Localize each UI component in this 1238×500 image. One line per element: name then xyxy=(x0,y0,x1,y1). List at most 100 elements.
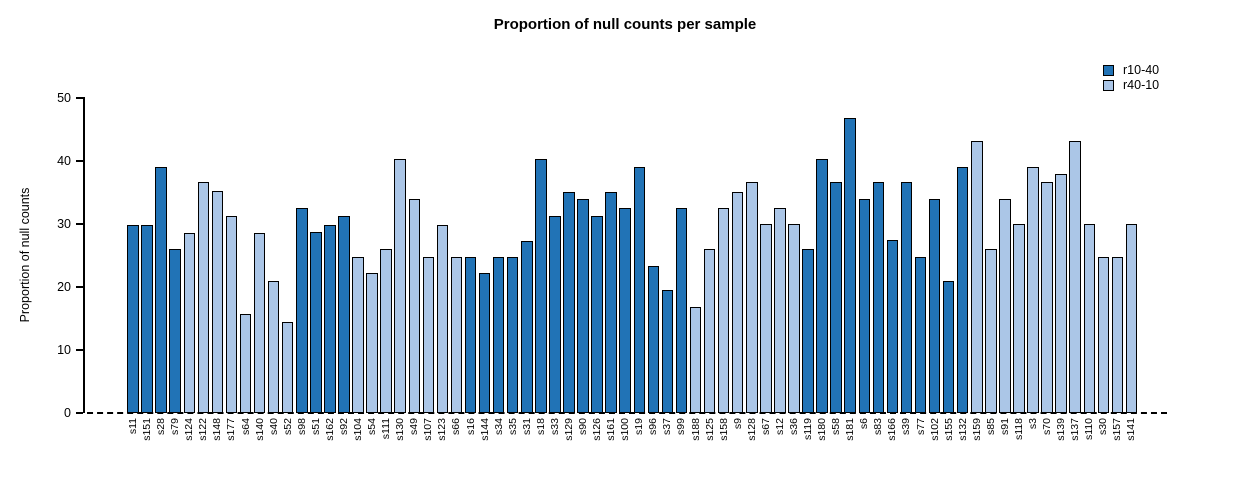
bar-s34 xyxy=(492,257,505,413)
bar-cell xyxy=(857,98,871,413)
bar-s128 xyxy=(746,182,758,413)
x-label-cell: s188 xyxy=(689,418,703,441)
bar-s155 xyxy=(942,280,955,413)
bar-cell xyxy=(351,98,365,413)
bar-s188 xyxy=(689,306,702,413)
x-label-cell: s141 xyxy=(1124,418,1138,441)
y-tick-label: 0 xyxy=(64,406,71,420)
x-axis-label: s18 xyxy=(534,418,547,435)
x-axis-label: s6 xyxy=(858,418,871,430)
bar-cell xyxy=(815,98,829,413)
x-axis-label: s140 xyxy=(253,418,266,441)
bar-s18 xyxy=(535,159,547,413)
bar-cell xyxy=(646,98,660,413)
chart-title: Proportion of null counts per sample xyxy=(493,16,757,33)
bar-s30 xyxy=(1097,256,1110,413)
x-axis-label: s40 xyxy=(267,418,280,435)
x-axis-label: s35 xyxy=(506,418,519,435)
zero-baseline-dashed-line xyxy=(77,411,1167,414)
x-axis-label: s66 xyxy=(450,418,463,435)
x-axis-label: s162 xyxy=(323,418,336,441)
bar-s144 xyxy=(478,273,491,413)
bar-cell xyxy=(267,98,281,413)
x-axis-label: s155 xyxy=(942,418,955,441)
bar-s36 xyxy=(788,224,800,413)
x-label-cell: s148 xyxy=(210,418,224,441)
bar-s51 xyxy=(310,232,322,413)
bar-cell xyxy=(1054,98,1068,413)
bar-cell xyxy=(773,98,787,413)
bar-s67 xyxy=(760,224,772,413)
bar-cell xyxy=(942,98,956,413)
x-axis-label: s107 xyxy=(422,418,435,441)
bar-s157 xyxy=(1111,256,1124,413)
legend-swatch-r10-40-icon xyxy=(1103,65,1114,76)
bar-s130 xyxy=(394,159,406,413)
x-axis-label: s188 xyxy=(689,418,702,441)
x-axis-label: s58 xyxy=(830,418,843,435)
bar-cell xyxy=(295,98,309,413)
bar-s158 xyxy=(717,208,730,413)
bar-cell xyxy=(182,98,196,413)
x-label-cell: s18 xyxy=(534,418,548,435)
x-axis-label: s67 xyxy=(759,418,772,435)
bar-s102 xyxy=(928,198,941,413)
x-axis-label: s90 xyxy=(577,418,590,435)
x-axis-label: s125 xyxy=(703,418,716,441)
bar-s99 xyxy=(675,208,688,413)
x-label-cell: s128 xyxy=(745,418,759,441)
bar-cell xyxy=(1026,98,1040,413)
x-label-cell: s155 xyxy=(942,418,956,441)
bar-cell xyxy=(998,98,1012,413)
x-label-cell: s98 xyxy=(295,418,309,435)
x-axis-label: s100 xyxy=(619,418,632,441)
bar-cell xyxy=(492,98,506,413)
bar-cell xyxy=(956,98,970,413)
bar-cell xyxy=(210,98,224,413)
bar-cell xyxy=(871,98,885,413)
bar-cell xyxy=(365,98,379,413)
x-axis-label: s39 xyxy=(900,418,913,435)
bar-cell xyxy=(239,98,253,413)
x-axis-label: s177 xyxy=(225,418,238,441)
x-axis-label: s9 xyxy=(731,418,744,430)
x-axis-label: s148 xyxy=(211,418,224,441)
bar-cell xyxy=(562,98,576,413)
y-tick xyxy=(76,160,83,162)
x-axis-label: s159 xyxy=(970,418,983,441)
bar-s83 xyxy=(872,182,885,413)
bar-cell xyxy=(435,98,449,413)
bar-cell xyxy=(520,98,534,413)
x-label-cell: s123 xyxy=(435,418,449,441)
y-tick xyxy=(76,223,83,225)
legend-label: r10-40 xyxy=(1123,63,1160,77)
x-axis-label: s128 xyxy=(745,418,758,441)
x-label-cell: s96 xyxy=(646,418,660,435)
x-label-cell: s35 xyxy=(506,418,520,435)
bar-s54 xyxy=(366,273,378,413)
x-label-cell: s33 xyxy=(548,418,562,435)
bar-s161 xyxy=(605,191,617,413)
x-label-cell: s124 xyxy=(182,418,196,441)
x-label-cell: s140 xyxy=(253,418,267,441)
bar-s100 xyxy=(619,208,631,413)
bar-cell xyxy=(168,98,182,413)
bar-s181 xyxy=(844,117,856,413)
bar-s139 xyxy=(1055,174,1067,413)
x-label-cell: s37 xyxy=(660,418,674,435)
y-tick-label: 50 xyxy=(57,91,71,105)
bar-cell xyxy=(632,98,646,413)
bar-s92 xyxy=(338,215,350,413)
bar-s28 xyxy=(155,166,167,413)
x-label-cell: s151 xyxy=(140,418,154,441)
y-tick-label: 30 xyxy=(57,217,71,231)
x-axis-label: s33 xyxy=(548,418,561,435)
bar-cell xyxy=(224,98,238,413)
x-label-cell: s19 xyxy=(632,418,646,435)
x-label-cell: s51 xyxy=(309,418,323,435)
bar-s123 xyxy=(436,225,449,413)
x-label-cell: s64 xyxy=(239,418,253,435)
x-axis-label: s139 xyxy=(1055,418,1068,441)
x-label-cell: s110 xyxy=(1082,418,1096,440)
